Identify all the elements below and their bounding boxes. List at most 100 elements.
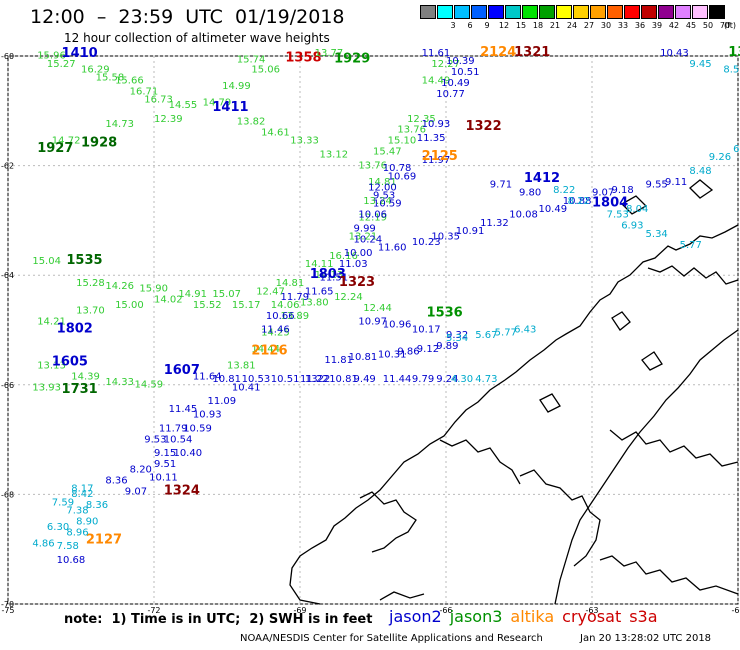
jason2-wave-height: 10.49 <box>538 204 567 215</box>
s3a-wave-height: 6.43 <box>514 325 536 336</box>
jason3-wave-height: 14.44 <box>251 344 280 355</box>
color-scale-label: 36 <box>634 21 646 30</box>
jason3-wave-height: 15.96 <box>37 51 66 62</box>
jason2-wave-height: 9.18 <box>611 185 633 196</box>
jason3-wave-height: 16.29 <box>81 64 110 75</box>
jason2-wave-height: 10.39 <box>446 56 475 67</box>
s3a-wave-height: 8.48 <box>689 166 711 177</box>
jason2-wave-height: 10.00 <box>344 248 373 259</box>
jason2-wave-height: 10.81 <box>212 374 241 385</box>
jason2-wave-height: 10.69 <box>388 171 417 182</box>
jason3-wave-height: 15.10 <box>388 136 417 147</box>
jason3-wave-height: 13.93 <box>32 382 61 393</box>
s3a-wave-height: 4.86 <box>32 538 54 549</box>
color-scale-swatch <box>488 5 504 19</box>
color-scale-swatch <box>709 5 725 19</box>
color-scale-label: 50 <box>702 21 714 30</box>
jason2-wave-height: 11.79 <box>281 292 310 303</box>
s3a-wave-height: 8.22 <box>553 185 575 196</box>
jason3-wave-height: 14.59 <box>135 380 164 391</box>
cryosat-pass-id: 1321 <box>514 45 550 60</box>
jason2-wave-height: 9.07 <box>125 486 147 497</box>
jason2-wave-height: 9.49 <box>354 374 376 385</box>
cryosat-wave-height: 1322 <box>305 374 330 385</box>
jason3-wave-height: 13.21 <box>349 232 378 243</box>
jason3-wave-height: 14.99 <box>222 81 251 92</box>
jason3-pass-id: 1731 <box>62 382 98 397</box>
jason2-wave-height: 10.17 <box>412 325 441 336</box>
s3a-wave-height: 6.93 <box>621 221 643 232</box>
jason3-wave-height: 12.44 <box>363 303 392 314</box>
latitude-label: -70 <box>1 600 14 609</box>
s3a-wave-height: 5.77 <box>495 327 517 338</box>
jason3-wave-height: 14.73 <box>105 119 134 130</box>
satellite-legend: jason2 jason3 altika cryosat s3a <box>389 607 666 626</box>
color-scale-swatch <box>658 5 674 19</box>
jason3-wave-height: 15.90 <box>139 284 168 295</box>
jason2-wave-height: 10.78 <box>383 163 412 174</box>
color-scale-swatch <box>641 5 657 19</box>
jason2-wave-height: 9.07 <box>592 188 614 199</box>
color-scale-swatch <box>556 5 572 19</box>
jason2-wave-height: 10.68 <box>57 555 86 566</box>
jason2-wave-height: 12.00 <box>368 182 397 193</box>
color-scale-swatch <box>437 5 453 19</box>
longitude-label: -66 <box>439 606 452 615</box>
map-frame <box>7 55 739 605</box>
color-scale-swatch <box>675 5 691 19</box>
jason2-wave-height: 10.59 <box>373 199 402 210</box>
color-scale-label: 24 <box>566 21 578 30</box>
jason3-wave-height: 13.70 <box>76 306 105 317</box>
latitude-label: -64 <box>1 271 14 280</box>
jason3-wave-height: 12.27 <box>431 59 460 70</box>
jason2-wave-height: 11.35 <box>417 133 446 144</box>
jason2-wave-height: 11.03 <box>339 259 368 270</box>
jason3-pass-id: 1410 <box>62 46 98 61</box>
jason2-wave-height: 11.45 <box>169 404 198 415</box>
jason3-wave-height: 13.80 <box>300 297 329 308</box>
jason3-pass-id: 1358 <box>285 50 321 65</box>
s3a-wave-height: 8.96 <box>66 528 88 539</box>
jason2-wave-height: 11.60 <box>378 243 407 254</box>
legend-jason3: jason3 <box>449 607 503 626</box>
jason3-wave-height: 14.79 <box>203 97 232 108</box>
s3a-wave-height: 8.53 <box>723 64 740 75</box>
jason3-wave-height: 15.66 <box>115 75 144 86</box>
jason2-wave-height: 9.12 <box>417 344 439 355</box>
jason2-wave-height: 10.41 <box>232 382 261 393</box>
jason3-wave-height: 14.02 <box>154 295 183 306</box>
jason2-wave-height: 11.65 <box>305 286 334 297</box>
legend-jason2: jason2 <box>389 607 442 626</box>
jason2-wave-height: 10.24 <box>354 234 383 245</box>
jason2-wave-height: 8.36 <box>105 475 127 486</box>
jason2-wave-height: 10.96 <box>383 319 412 330</box>
jason3-wave-height: 14.81 <box>276 278 305 289</box>
jason3-wave-height: 12.39 <box>154 114 183 125</box>
altika-pass-id: 2125 <box>422 149 458 164</box>
jason2-wave-height: 11.79 <box>159 423 188 434</box>
jason3-wave-height: 12.47 <box>256 286 285 297</box>
jason3-wave-height: 16.71 <box>130 86 159 97</box>
jason2-wave-height: 10.91 <box>456 226 485 237</box>
jason3-wave-height: 14.91 <box>178 289 207 300</box>
jason3-wave-height: 13.13 <box>37 360 66 371</box>
color-scale-label: 18 <box>532 21 544 30</box>
altika-pass-id: 2124 <box>480 45 516 60</box>
jason3-wave-height: 16.73 <box>144 95 173 106</box>
jason3-pass-id: 1928 <box>81 135 117 150</box>
jason3-wave-height: 16.16 <box>329 251 358 262</box>
jason3-wave-height: 14.25 <box>261 327 290 338</box>
jason3-pass-id: 1929 <box>334 52 370 67</box>
antarctic-peninsula-coastline <box>289 179 739 605</box>
jason3-wave-height: 14.61 <box>261 127 290 138</box>
jason3-wave-height: 15.04 <box>32 256 61 267</box>
jason2-pass-id: 1607 <box>164 363 200 378</box>
jason2-wave-height: 11.44 <box>383 374 412 385</box>
jason3-pass-id: 1411 <box>212 100 248 115</box>
s3a-wave-height: 6.68 <box>733 144 740 155</box>
jason3-wave-height: 13.77 <box>315 48 344 59</box>
axis-labels: -60 -62 -64 -66 -68 -70-75 -72 -69 -66 -63 -60 <box>1 52 740 615</box>
jason3-wave-height: 14.26 <box>105 281 134 292</box>
